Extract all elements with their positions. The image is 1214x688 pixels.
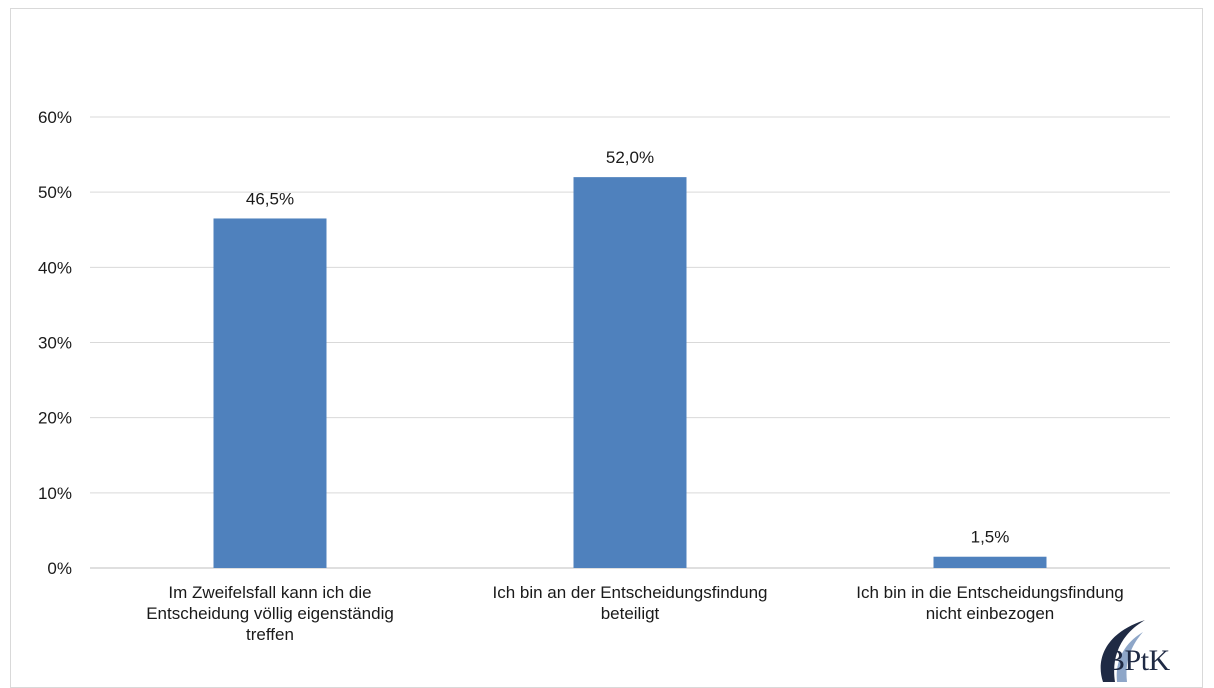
category-label-line: treffen [246,625,294,644]
y-tick-label: 60% [38,108,72,127]
y-tick-label: 0% [47,559,72,578]
category-label-line: beteiligt [600,604,660,623]
y-tick-label: 30% [38,334,72,353]
data-label: 1,5% [971,528,1010,547]
category-label-line: Entscheidung völlig eigenständig [146,604,394,623]
category-label: Ich bin in die Entscheidungsfindung nicht… [820,582,1160,624]
category-label: Im Zweifelsfall kann ich die Entscheidung… [100,582,440,645]
bar [573,177,687,568]
logo-arc-icon [1100,620,1145,682]
category-label-line: Im Zweifelsfall kann ich die [168,583,372,602]
bar [933,556,1047,568]
bars [213,177,1047,568]
bar [213,218,327,568]
category-label-line: Ich bin an der Entscheidungsfindung [492,583,768,602]
category-label: Ich bin an der Entscheidungsfindung betei… [460,582,800,624]
data-label: 46,5% [246,189,294,208]
y-tick-label: 10% [38,484,72,503]
y-tick-label: 40% [38,258,72,277]
bptk-logo: BPtK [1067,618,1187,682]
data-label: 52,0% [606,148,654,167]
y-axis-ticks: 0% 10% 20% 30% 40% 50% 60% [38,108,72,578]
y-tick-label: 20% [38,409,72,428]
data-labels: 46,5% 52,0% 1,5% [246,148,1009,547]
category-label-line: nicht einbezogen [925,604,1055,623]
category-label-line: Ich bin in die Entscheidungsfindung [856,583,1124,602]
logo-text: BPtK [1105,644,1170,677]
y-tick-label: 50% [38,183,72,202]
